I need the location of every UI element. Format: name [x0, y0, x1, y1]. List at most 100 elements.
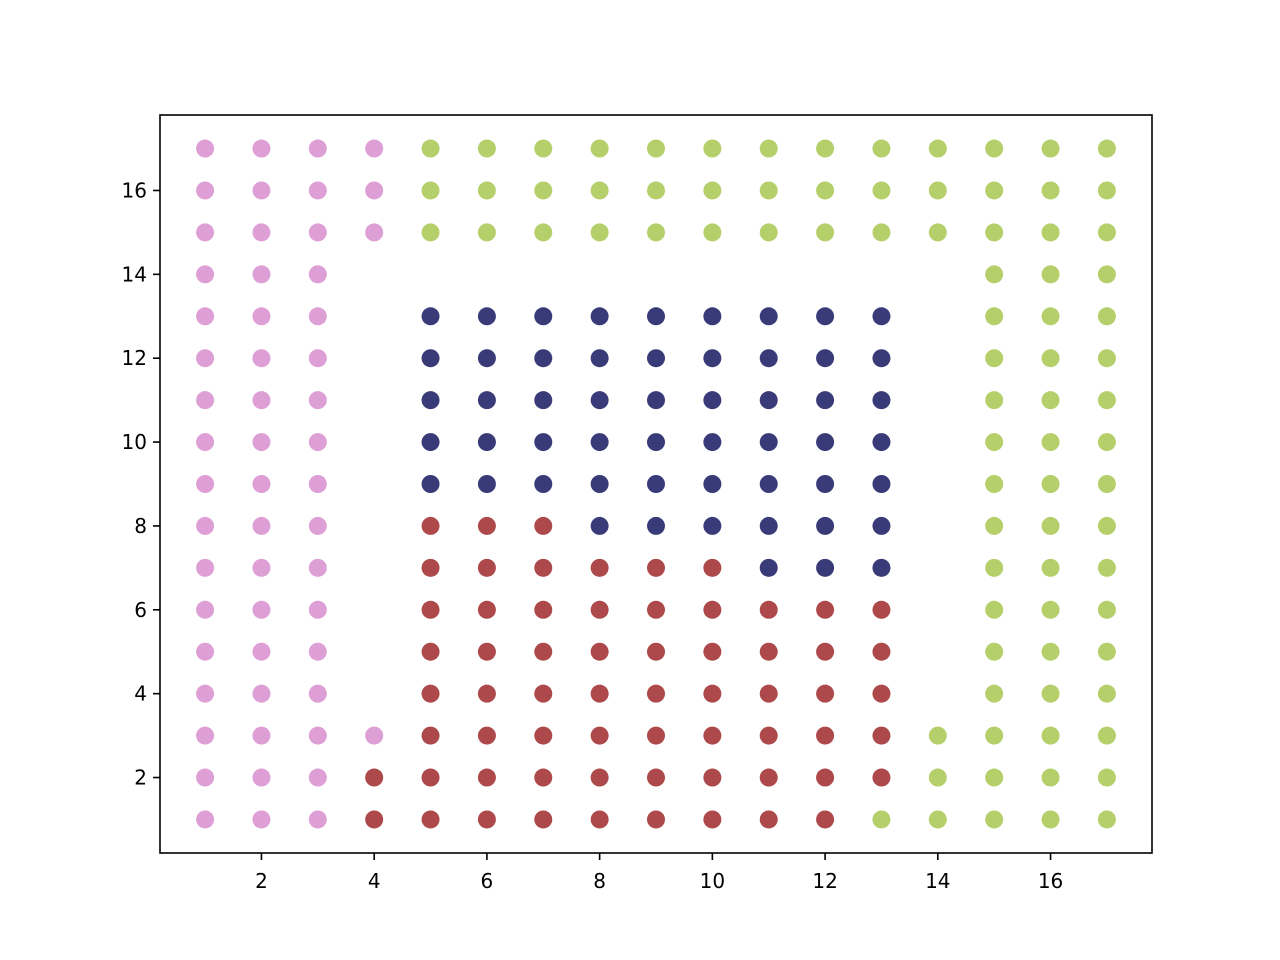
x-tick-label: 14: [925, 869, 950, 893]
point: [477, 726, 496, 745]
point: [1097, 642, 1116, 661]
point: [477, 516, 496, 535]
point: [816, 768, 835, 787]
point: [308, 684, 327, 703]
point: [421, 642, 440, 661]
point: [816, 516, 835, 535]
point: [985, 307, 1004, 326]
point: [590, 726, 609, 745]
point: [1097, 139, 1116, 158]
point: [647, 139, 665, 158]
point: [1097, 223, 1116, 242]
point: [985, 181, 1004, 200]
point: [985, 726, 1004, 745]
point: [421, 768, 440, 787]
point: [647, 516, 665, 535]
point: [365, 223, 384, 242]
y-tick-label: 14: [122, 262, 147, 286]
point: [759, 810, 778, 829]
point: [252, 558, 271, 577]
point: [252, 684, 271, 703]
point: [985, 391, 1004, 410]
point: [477, 810, 496, 829]
point: [703, 391, 722, 410]
point: [985, 768, 1004, 787]
point: [816, 684, 835, 703]
point: [1041, 139, 1060, 158]
point: [196, 307, 215, 326]
point: [816, 642, 835, 661]
point: [590, 768, 609, 787]
point: [477, 684, 496, 703]
point: [534, 433, 553, 452]
point: [928, 181, 947, 200]
point: [759, 768, 778, 787]
point: [196, 810, 215, 829]
point: [308, 181, 327, 200]
point: [928, 139, 947, 158]
point: [365, 181, 384, 200]
point: [759, 181, 778, 200]
point: [647, 391, 665, 410]
y-tick-label: 12: [122, 346, 147, 370]
point: [534, 642, 553, 661]
point: [590, 642, 609, 661]
point: [252, 181, 271, 200]
x-tick-label: 12: [812, 869, 837, 893]
point: [985, 475, 1004, 493]
point: [816, 726, 835, 745]
point: [703, 349, 722, 368]
x-tick-label: 8: [593, 869, 606, 893]
point: [590, 600, 609, 619]
point: [985, 433, 1004, 452]
point: [872, 516, 891, 535]
y-tick-label: 10: [122, 430, 147, 454]
point: [590, 391, 609, 410]
point: [872, 600, 891, 619]
point: [534, 516, 553, 535]
point: [985, 265, 1004, 284]
point: [703, 726, 722, 745]
point: [985, 139, 1004, 158]
point: [759, 516, 778, 535]
point: [816, 558, 835, 577]
point: [1097, 516, 1116, 535]
point: [534, 475, 553, 493]
point: [534, 391, 553, 410]
point: [196, 516, 215, 535]
point: [421, 516, 440, 535]
point: [308, 600, 327, 619]
point: [252, 223, 271, 242]
point: [196, 768, 215, 787]
point: [252, 768, 271, 787]
point: [1097, 768, 1116, 787]
point: [1041, 600, 1060, 619]
point: [534, 307, 553, 326]
point: [308, 642, 327, 661]
point: [759, 307, 778, 326]
point: [308, 307, 327, 326]
point: [703, 433, 722, 452]
point: [703, 558, 722, 577]
point: [703, 307, 722, 326]
point: [365, 768, 384, 787]
point: [421, 391, 440, 410]
point: [308, 475, 327, 493]
point: [365, 139, 384, 158]
point: [759, 349, 778, 368]
point: [703, 223, 722, 242]
point: [196, 726, 215, 745]
point: [1097, 810, 1116, 829]
point: [759, 600, 778, 619]
point: [196, 433, 215, 452]
point: [421, 181, 440, 200]
point: [1097, 265, 1116, 284]
y-tick-label: 2: [134, 766, 147, 790]
point: [759, 684, 778, 703]
point: [703, 139, 722, 158]
point: [196, 265, 215, 284]
point: [534, 768, 553, 787]
point: [308, 768, 327, 787]
point: [252, 139, 271, 158]
point: [647, 433, 665, 452]
